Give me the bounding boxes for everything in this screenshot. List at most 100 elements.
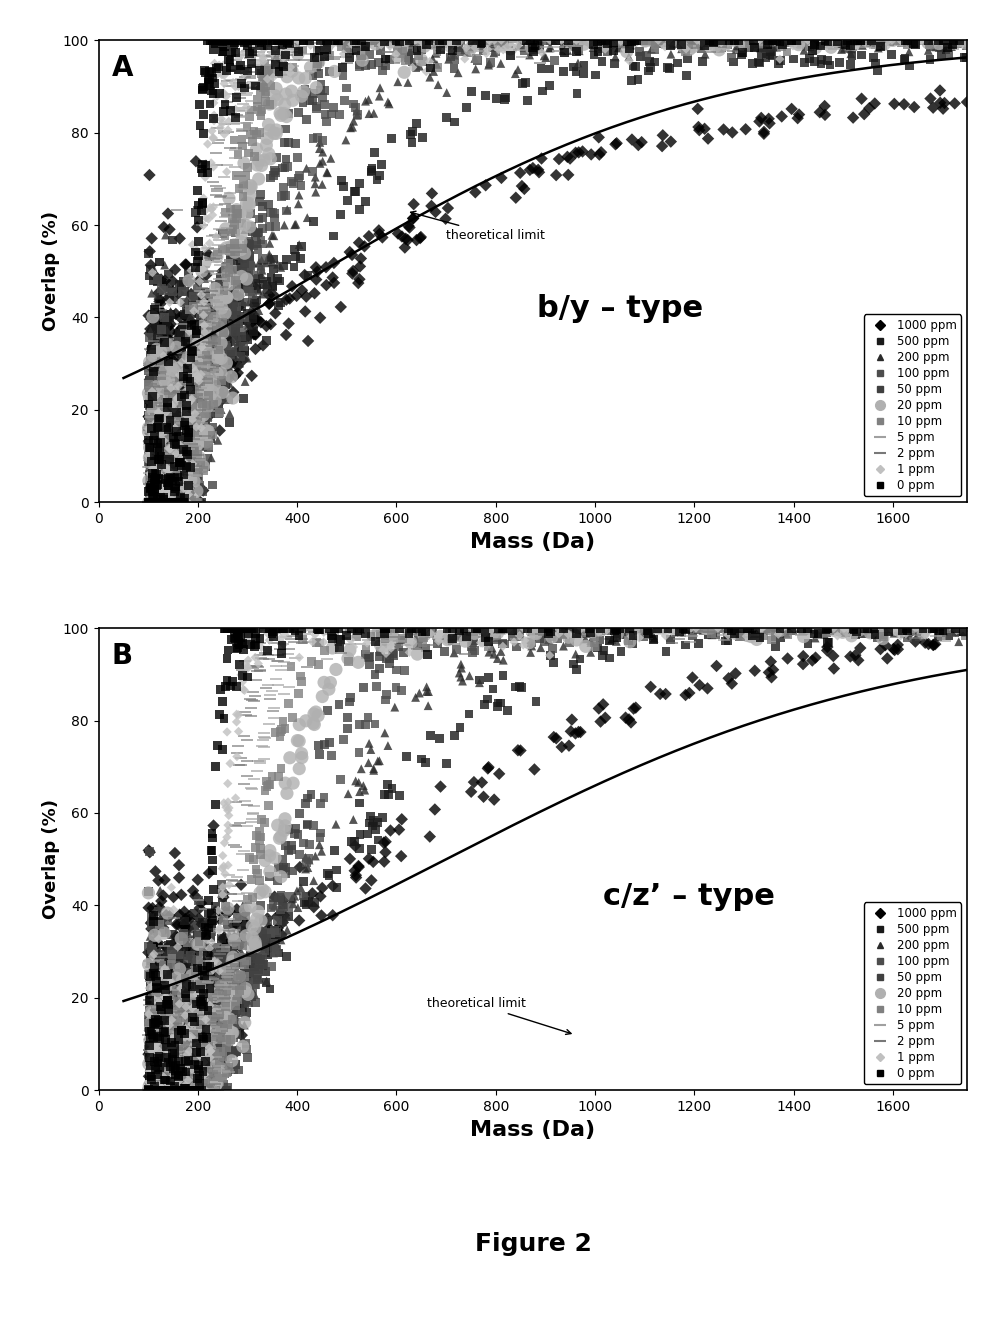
Point [177, 1043, 193, 1065]
Point [205, 474, 221, 495]
Point [160, 1079, 176, 1101]
Point [637, 29, 653, 51]
Point [274, 33, 290, 55]
Point [154, 1079, 170, 1101]
Point [545, 726, 561, 747]
Point [845, 617, 861, 639]
Point [186, 1048, 202, 1070]
Point [158, 1031, 174, 1052]
Point [197, 252, 213, 273]
Point [217, 335, 233, 356]
Point [150, 1056, 166, 1078]
Point [831, 621, 847, 643]
Point [159, 1063, 175, 1085]
Point [166, 1036, 181, 1058]
Point [293, 175, 309, 197]
Point [152, 1018, 168, 1039]
Point [147, 1046, 163, 1067]
Point [189, 1071, 205, 1093]
Point [210, 339, 226, 360]
Point [269, 66, 285, 87]
Point [191, 280, 207, 301]
Point [162, 424, 177, 446]
Point [171, 957, 186, 979]
Point [205, 911, 221, 932]
Point [190, 380, 206, 402]
Point [751, 627, 767, 648]
Point [161, 380, 176, 402]
Point [157, 1079, 173, 1101]
Point [151, 1044, 167, 1066]
Point [163, 1056, 178, 1078]
Point [145, 427, 161, 449]
Point [216, 1048, 232, 1070]
Point [149, 1051, 165, 1073]
Point [773, 617, 789, 639]
Point [836, 617, 852, 639]
Point [188, 1075, 204, 1097]
Point [160, 1079, 176, 1101]
Point [152, 994, 168, 1015]
Point [164, 1010, 179, 1031]
Point [367, 631, 383, 652]
Point [150, 972, 166, 994]
Point [405, 208, 421, 229]
Point [152, 442, 168, 463]
Point [146, 458, 162, 479]
Point [211, 218, 227, 240]
Point [160, 461, 176, 482]
Point [166, 289, 181, 311]
Point [156, 332, 172, 353]
Point [145, 491, 161, 513]
Point [156, 371, 172, 392]
Point [149, 416, 165, 438]
Point [216, 83, 232, 104]
Point [254, 335, 270, 356]
Point [241, 142, 256, 163]
Point [922, 88, 938, 110]
Point [144, 438, 160, 459]
Point [170, 442, 185, 463]
Point [527, 40, 542, 62]
Point [342, 617, 358, 639]
Point [468, 617, 484, 639]
Point [173, 368, 188, 390]
Point [213, 348, 229, 370]
Point [183, 404, 199, 426]
Point [142, 1024, 158, 1046]
Point [152, 1034, 168, 1055]
Point [205, 315, 221, 336]
Point [484, 623, 500, 644]
Point [230, 356, 246, 378]
Point [474, 29, 490, 51]
Point [349, 104, 365, 126]
Point [175, 990, 190, 1011]
Point [181, 1031, 197, 1052]
Point [161, 935, 176, 956]
Point [175, 491, 190, 513]
Point [347, 96, 363, 118]
Point [181, 491, 197, 513]
Point [148, 1079, 164, 1101]
Point [191, 374, 207, 395]
Point [186, 1079, 202, 1101]
Point [238, 704, 253, 726]
Point [852, 29, 868, 51]
Point [925, 617, 941, 639]
Point [186, 1011, 202, 1032]
Point [183, 959, 199, 980]
Point [956, 29, 972, 51]
Point [176, 971, 191, 992]
Point [172, 1026, 187, 1047]
Point [174, 445, 189, 466]
Point [360, 29, 376, 51]
Point [160, 1079, 176, 1101]
Point [191, 1058, 207, 1079]
Point [213, 1006, 229, 1027]
Point [236, 246, 251, 268]
Point [201, 1038, 217, 1059]
Point [143, 1079, 159, 1101]
Point [164, 1048, 179, 1070]
Point [229, 905, 245, 927]
Point [254, 735, 270, 757]
